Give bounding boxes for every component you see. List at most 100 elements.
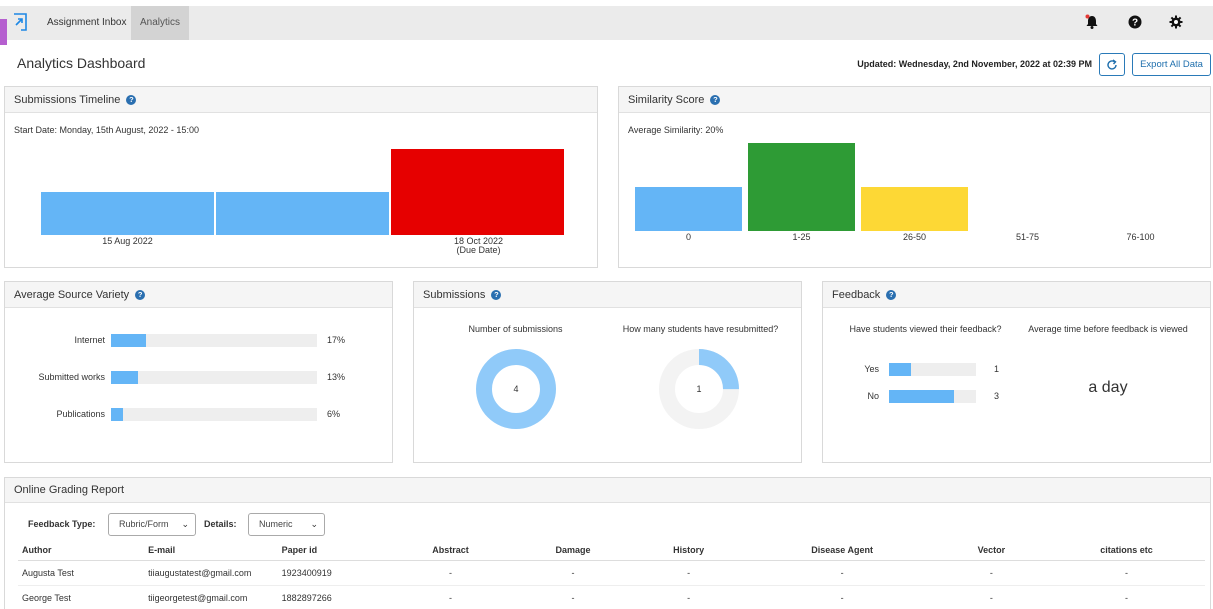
table-cell: - [382,560,515,586]
page-title: Analytics Dashboard [17,55,146,71]
bar-count: 3 [994,391,1000,401]
bar-track [111,334,317,347]
submissions-panel: Submissions ? Number of submissions How … [413,281,802,463]
panel-header: Average Source Variety ? [5,282,392,308]
column-header[interactable]: Author [18,540,145,561]
top-bar-background [0,6,1213,40]
submissions-timeline-panel: Submissions Timeline ? Start Date: Monda… [4,86,598,268]
timeline-bar [216,192,389,235]
average-time-question: Average time before feedback is viewed [1028,324,1188,334]
table-cell: - [1044,585,1205,609]
table-cell: - [514,560,628,586]
bar-percent: 17% [327,335,346,345]
panel-title: Similarity Score [628,93,705,106]
table-body: Augusta Test tiiaugustatest@gmail.com 1923… [18,560,1205,609]
tab-assignment-inbox[interactable]: Assignment Inbox [47,17,127,28]
bar-percent: 6% [327,409,341,419]
table-cell: - [1044,560,1205,586]
x-tick-label: 15 Aug 2022 [102,236,153,246]
table-row[interactable]: Augusta Test tiiaugustatest@gmail.com 1923… [18,560,1205,586]
bar-fill [889,390,955,403]
bar-label: Yes [864,364,879,374]
similarity-bar-chart: 0 1-25 26-50 51-75 76-100 [619,87,1212,269]
bar-percent: 13% [327,372,346,382]
x-tick-sublabel: (Due Date) [456,245,501,255]
table-cell: - [514,585,628,609]
accent-strip [0,19,7,45]
column-header[interactable]: Damage [514,540,628,561]
bar-fill [111,408,124,421]
app-logo-icon[interactable] [12,11,28,33]
refresh-button[interactable] [1099,53,1125,76]
timeline-start-date: Start Date: Monday, 15th August, 2022 - … [14,125,199,135]
panel-header: Online Grading Report [5,478,1210,503]
viewed-feedback-question: Have students viewed their feedback? [849,324,1002,334]
help-icon[interactable]: ? [886,289,897,300]
panel-header: Submissions Timeline ? [5,87,597,113]
help-icon[interactable]: ? [1127,14,1143,30]
updated-timestamp: Updated: Wednesday, 2nd November, 2022 a… [857,59,1092,69]
details-label: Details: [204,519,237,529]
average-similarity: Average Similarity: 20% [628,125,724,135]
help-icon[interactable]: ? [710,94,721,105]
feedback-type-label: Feedback Type: [28,519,96,529]
top-navigation-bar: Assignment Inbox Analytics ? [0,0,1213,45]
bar-label: Submitted works [38,372,105,382]
details-select[interactable]: Numeric ⌄ [248,513,325,536]
x-tick-label: 1-25 [792,232,811,242]
column-header[interactable]: Paper id [277,540,383,561]
similarity-score-panel: Similarity Score ? Average Similarity: 2… [618,86,1211,268]
column-header[interactable]: History [627,540,746,561]
svg-text:?: ? [1132,18,1138,29]
column-header[interactable]: Disease Agent [745,540,935,561]
bar-label: No [867,391,879,401]
help-icon[interactable]: ? [491,289,502,300]
panel-header: Feedback ? [823,282,1210,308]
bar-track [111,408,317,421]
panel-title: Submissions Timeline [14,93,121,106]
gear-icon[interactable] [1168,14,1184,30]
refresh-icon [1107,58,1117,70]
feedback-type-select[interactable]: Rubric/Form ⌄ [108,513,196,536]
table-cell: - [627,585,746,609]
bar-label: Internet [74,335,105,345]
export-all-data-button[interactable]: Export All Data [1132,53,1211,76]
similarity-bar [861,187,968,231]
resubmitted-question-label: How many students have resubmitted? [622,324,779,334]
timeline-bar [391,149,564,235]
selected-value: Rubric/Form [119,519,169,529]
table-cell: - [627,560,746,586]
selected-value: Numeric [259,519,293,529]
table-cell: 1923400919 [277,560,383,586]
donut-slice [659,349,739,429]
column-header[interactable]: citations etc [1044,540,1205,561]
panel-title: Submissions [423,288,486,301]
similarity-bar [635,187,742,231]
help-icon[interactable]: ? [135,289,146,300]
chevron-down-icon: ⌄ [181,519,189,529]
column-header[interactable]: Abstract [382,540,515,561]
column-header[interactable]: E-mail [144,540,278,561]
number-of-submissions-label: Number of submissions [468,324,563,334]
x-tick-label: 51-75 [1015,232,1040,242]
donut-center-value: 1 [696,384,701,394]
average-source-variety-panel: Average Source Variety ? Internet 17% Subm… [4,281,393,463]
tab-analytics[interactable]: Analytics [131,6,190,40]
table-cell: tiigeorgetest@gmail.com [144,585,278,609]
bell-icon[interactable] [1084,14,1100,30]
timeline-bar [41,192,214,235]
bar-count: 1 [994,364,1000,374]
table-cell: Augusta Test [18,560,145,586]
help-icon[interactable]: ? [126,94,137,105]
table-cell: tiiaugustatest@gmail.com [144,560,278,586]
bar-fill [111,371,138,384]
table-row[interactable]: George Test tiigeorgetest@gmail.com 188289… [18,585,1205,609]
donut-center-value: 4 [513,384,518,394]
panel-header: Similarity Score ? [619,87,1210,113]
x-tick-label: 26-50 [902,232,927,242]
column-header[interactable]: Vector [934,540,1045,561]
panel-title: Average Source Variety [14,288,130,301]
timeline-bar-chart [5,87,599,269]
table-cell: - [934,585,1045,609]
table-cell: - [382,585,515,609]
